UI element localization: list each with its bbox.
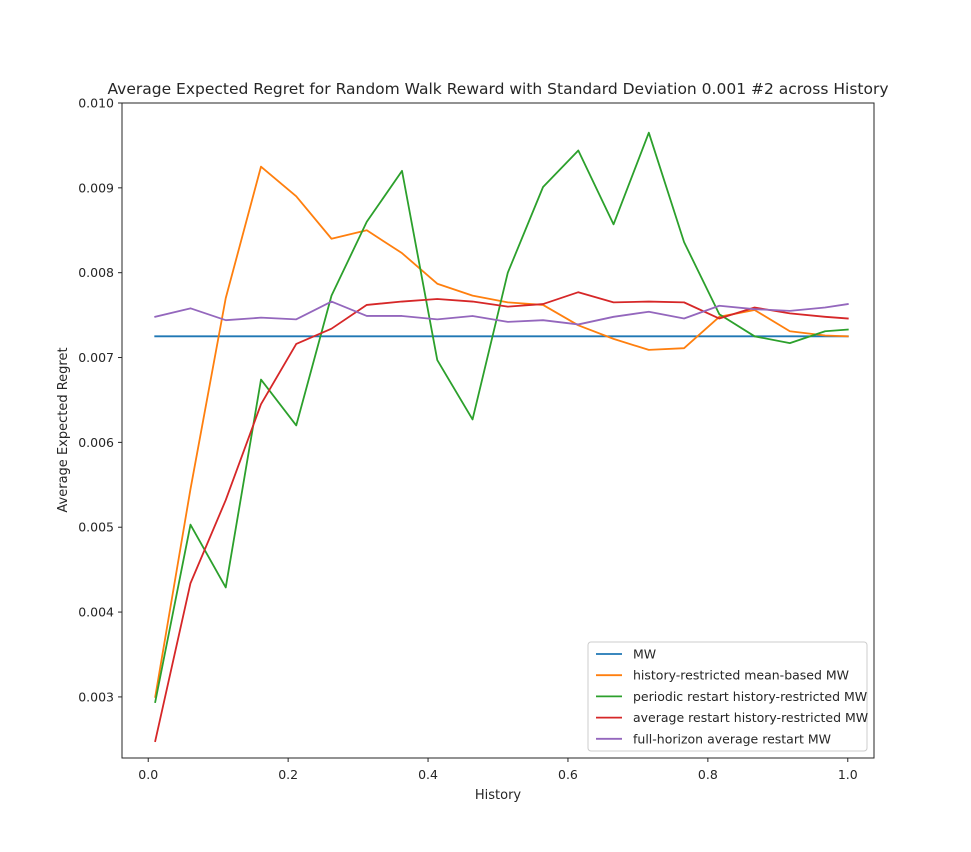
y-tick-label: 0.006 xyxy=(78,435,114,450)
legend-entries: MW history-restricted mean-based MW period… xyxy=(596,647,868,746)
legend-label-2: periodic restart history-restricted MW xyxy=(633,689,867,704)
y-tick-label: 0.005 xyxy=(78,520,114,535)
x-tick-label: 1.0 xyxy=(838,767,858,782)
series-line-1 xyxy=(154,165,849,698)
legend-label-0: MW xyxy=(633,647,656,662)
x-tick-label: 0.0 xyxy=(138,767,158,782)
series-line-2 xyxy=(154,131,849,704)
y-tick-label: 0.007 xyxy=(78,350,114,365)
y-tick-label: 0.010 xyxy=(78,96,114,111)
legend-label-3: average restart history-restricted MW xyxy=(633,710,868,725)
chart-title: Average Expected Regret for Random Walk … xyxy=(107,80,888,98)
x-tick-label: 0.6 xyxy=(558,767,578,782)
y-tick-label: 0.004 xyxy=(78,605,114,620)
x-axis-ticks: 0.0 0.2 0.4 0.6 0.8 1.0 xyxy=(138,758,858,782)
x-tick-label: 0.4 xyxy=(418,767,438,782)
x-tick-label: 0.8 xyxy=(698,767,718,782)
plot-area-frame xyxy=(121,102,875,759)
legend-label-1: history-restricted mean-based MW xyxy=(633,668,849,683)
series-line-3 xyxy=(154,291,849,743)
legend: MW history-restricted mean-based MW period… xyxy=(587,641,868,752)
y-tick-label: 0.003 xyxy=(78,689,114,704)
x-tick-label: 0.2 xyxy=(278,767,298,782)
legend-box xyxy=(587,641,868,752)
x-axis-label: History xyxy=(475,788,522,803)
series-line-4 xyxy=(154,300,849,326)
y-axis-ticks: 0.003 0.004 0.005 0.006 0.007 0.008 0.009 0.010 xyxy=(78,96,122,704)
y-tick-label: 0.009 xyxy=(78,180,114,195)
series-layer xyxy=(154,131,849,743)
y-axis-label: Average Expected Regret xyxy=(56,347,71,512)
legend-label-4: full-horizon average restart MW xyxy=(633,731,831,746)
y-tick-label: 0.008 xyxy=(78,265,114,280)
